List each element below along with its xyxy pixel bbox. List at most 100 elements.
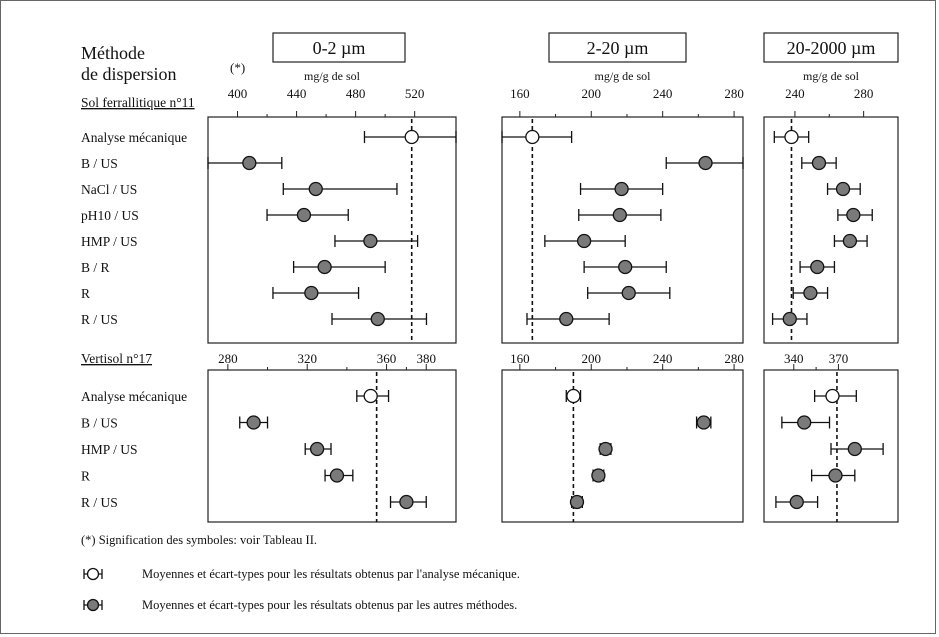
mean-marker-filled (304, 285, 319, 301)
panel-vertisol-2: 160 200 240 280 (501, 351, 744, 523)
axis-tick-label: 160 (510, 86, 530, 101)
axis-tick-label: 240 (653, 351, 673, 366)
fraction-title-box (272, 32, 406, 63)
filled-symbol-icon (83, 598, 103, 612)
panels: 0-2 µm mg/g de sol 400 440 480 520 Analyse méc… (81, 32, 899, 523)
plot-box (763, 116, 899, 344)
data-point-5 (775, 494, 819, 510)
panel-ferrallitique-2: 2-20 µm mg/g de sol 160 200 240 280 (501, 32, 744, 344)
axis-tick-label: 340 (784, 351, 804, 366)
data-point-6 (292, 259, 386, 275)
mean-marker-filled (598, 441, 613, 457)
mean-marker-filled (242, 155, 257, 171)
fraction-title: 20-2000 µm (787, 38, 876, 58)
category-label: Analyse mécanique (81, 130, 187, 145)
data-point-8 (331, 311, 428, 327)
axis-tick-label: 440 (287, 86, 307, 101)
axis-tick-label: 520 (405, 86, 425, 101)
mean-marker-filled (828, 468, 843, 483)
axis-tick-label: 200 (582, 86, 602, 101)
panel-ferrallitique-3: 20-2000 µm mg/g de sol 240 280 (763, 32, 899, 344)
plot-box (207, 116, 457, 344)
axis-tick-label: 360 (377, 351, 397, 366)
mean-marker-filled (789, 494, 804, 510)
legend: (*) Signification des symboles: voir Tab… (81, 533, 520, 612)
method-title-line1: Méthode (81, 43, 145, 63)
unit-label: mg/g de sol (803, 69, 860, 83)
data-point-4 (324, 468, 354, 483)
data-point-3 (282, 181, 398, 197)
data-point-5 (569, 494, 585, 510)
group-label: Vertisol n°17 (81, 351, 152, 366)
mean-marker-filled (847, 441, 862, 457)
data-point-4 (837, 207, 873, 223)
category-label: NaCl / US (81, 182, 137, 197)
data-point-2 (665, 155, 744, 171)
axis-tick-label: 240 (653, 86, 673, 101)
mean-marker-filled (399, 494, 414, 510)
mean-marker-filled (363, 233, 378, 249)
axis-tick-label: 200 (582, 351, 602, 366)
data-point-1 (356, 388, 390, 404)
panel-vertisol-3: 340 370 (763, 351, 899, 523)
mean-marker-filled (835, 181, 851, 197)
mean-marker-open (363, 388, 378, 404)
mean-marker-filled (559, 311, 574, 327)
category-label: B / US (81, 416, 118, 431)
data-point-7 (587, 285, 671, 301)
method-header: Méthode de dispersion (*) (81, 43, 245, 84)
category-label: HMP / US (81, 442, 138, 457)
fraction-title: 2-20 µm (587, 38, 649, 58)
mean-marker-filled (309, 441, 325, 457)
data-point-8 (771, 311, 808, 327)
data-point-1 (813, 388, 857, 404)
data-point-3 (598, 441, 613, 457)
data-point-5 (334, 233, 419, 249)
mean-marker-filled (612, 207, 627, 223)
data-point-5 (833, 233, 868, 249)
group-label: Sol ferrallitique n°11 (81, 95, 195, 110)
data-point-1 (773, 129, 810, 145)
plot-box (763, 369, 899, 523)
mean-marker-filled (370, 311, 385, 327)
data-point-1 (501, 129, 573, 145)
axis-tick-label: 320 (297, 351, 317, 366)
fraction-title-box (548, 32, 687, 63)
unit-label: mg/g de sol (304, 69, 361, 83)
data-point-1 (363, 129, 457, 145)
mean-marker-filled (569, 494, 585, 510)
mean-marker-filled (317, 259, 332, 275)
axis-tick-label: 370 (829, 351, 849, 366)
data-point-3 (304, 441, 332, 457)
mean-marker-filled (576, 233, 592, 249)
category-label: B / R (81, 260, 110, 275)
category-label: B / US (81, 156, 118, 171)
mean-marker-filled (591, 468, 606, 483)
legend-open-text: Moyennes et écart-types pour les résulta… (142, 567, 520, 581)
method-footnote-mark: (*) (230, 60, 245, 75)
data-point-5 (389, 494, 427, 510)
data-point-3 (826, 181, 861, 197)
mean-marker-filled (246, 415, 261, 430)
data-point-4 (266, 207, 349, 223)
mean-marker-open (784, 129, 799, 145)
mean-marker-filled (803, 285, 818, 301)
data-point-7 (792, 285, 829, 301)
mean-marker-open (525, 129, 540, 145)
mean-marker-filled (842, 233, 858, 249)
fraction-title-box (763, 32, 899, 63)
plot-box (501, 369, 744, 523)
axis-tick-label: 280 (724, 86, 744, 101)
category-label: R (81, 469, 90, 484)
axis-tick-label: 280 (218, 351, 238, 366)
fraction-title: 0-2 µm (313, 38, 366, 58)
category-label: R (81, 286, 90, 301)
mean-marker-filled (618, 259, 633, 275)
mean-marker-filled (696, 415, 711, 430)
category-label: pH10 / US (81, 208, 139, 223)
mean-marker-open (404, 129, 419, 145)
mean-marker-filled (296, 207, 312, 223)
axis-tick-label: 380 (416, 351, 436, 366)
